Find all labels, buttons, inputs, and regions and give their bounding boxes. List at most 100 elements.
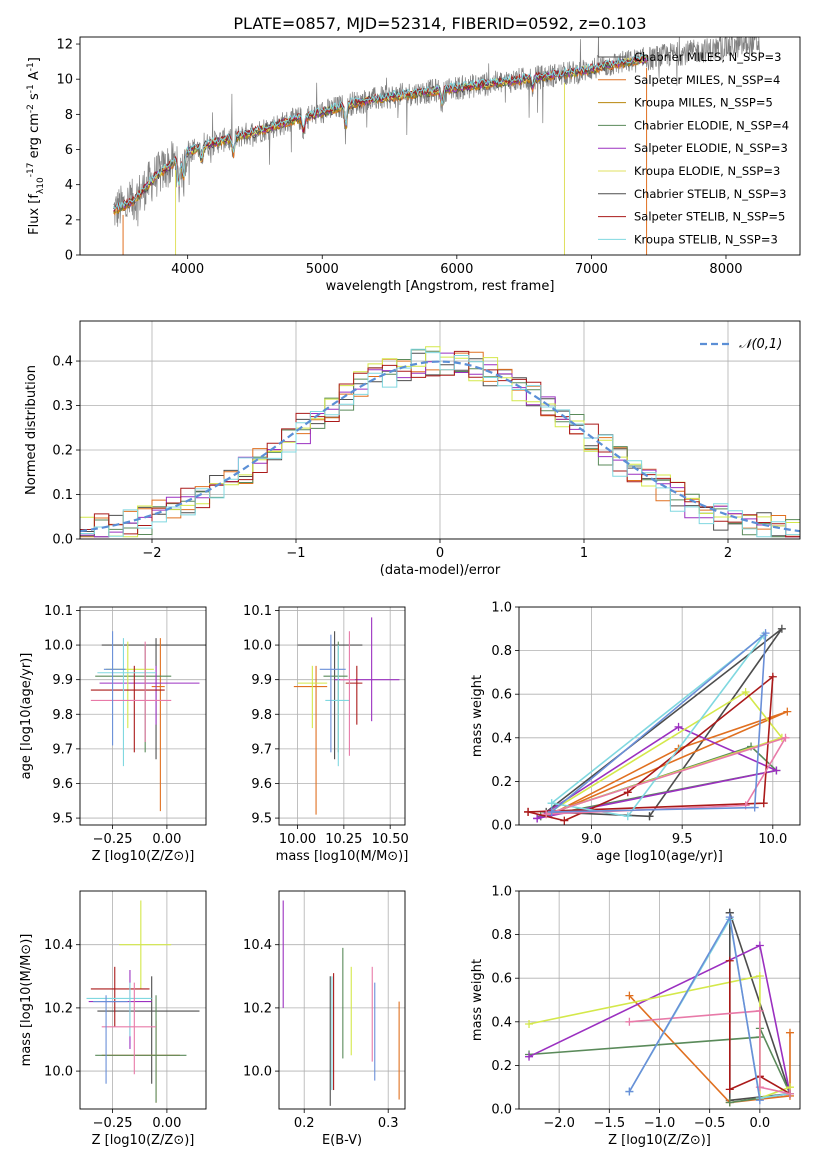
y-tick-label: 9.6	[251, 777, 272, 792]
y-tick-label: 12	[56, 38, 73, 53]
y-tick-label: 8	[65, 108, 73, 123]
chart-spectrum: 4000 5000 6000 7000 8000 0 2 4 6 8 10 12 Chabrier MI…	[26, 36, 801, 294]
errorbar-point	[101, 1020, 180, 1103]
weight-marker	[785, 1028, 794, 1037]
x-axis-label: Z [log10(Z/Z⊙)]	[92, 849, 195, 864]
weight-marker	[755, 1006, 764, 1015]
y-tick-label: 0.3	[52, 399, 73, 414]
weight-line	[536, 725, 780, 820]
legend-label: Chabrier MILES, N_SSP=3	[634, 50, 781, 64]
gaussian-curve	[80, 360, 800, 533]
y-tick-label: 0.2	[491, 775, 512, 790]
weight-marker	[725, 913, 734, 922]
errorbar-point	[95, 995, 187, 1103]
y-tick-label: 9.9	[52, 673, 73, 688]
errorbar-point	[93, 995, 128, 1084]
y-tick-label: 0.6	[491, 688, 512, 703]
y-tick-label: 10.0	[44, 1065, 73, 1080]
axes-frame	[278, 890, 406, 1110]
y-tick-label: 0.8	[491, 928, 512, 943]
weight-marker	[623, 788, 632, 797]
x-axis-label: mass [log10(M/M⊙)]	[276, 849, 409, 864]
errorbar-point	[345, 665, 363, 725]
legend-label: Kroupa ELODIE, N_SSP=3	[634, 164, 780, 178]
plot-area	[279, 891, 405, 1109]
y-axis-label: Flux [fλ10-17 erg cm-2 s-1 A-1]	[26, 57, 46, 235]
x-tick-label: 9.5	[672, 832, 693, 847]
y-tick-label: 1.0	[491, 885, 512, 900]
x-tick-label: 0.00	[152, 832, 181, 847]
weight-marker	[750, 803, 759, 812]
legend-label: 𝒩(0,1)	[739, 337, 782, 352]
errorbar-point	[340, 631, 355, 756]
y-axis-label: mass weight	[470, 675, 485, 757]
errorbar-point	[90, 966, 150, 1027]
x-tick-label: −0.25	[93, 1116, 133, 1131]
x-tick-label: 0.00	[152, 1116, 181, 1131]
weight-series-8	[625, 913, 764, 1105]
weight-marker	[755, 972, 764, 981]
errorbar-point	[151, 638, 165, 812]
y-tick-label: 4	[65, 178, 73, 193]
x-tick-label: −1	[286, 546, 305, 561]
y-tick-label: 0.2	[491, 1059, 512, 1074]
y-tick-label: 0.0	[491, 1103, 512, 1118]
y-tick-label: 2	[65, 213, 73, 228]
y-axis-label: age [log10(age/yr)]	[19, 653, 34, 780]
x-tick-label: 0	[436, 546, 444, 561]
weight-marker	[542, 810, 551, 819]
plot-area	[113, 37, 760, 255]
chart-mass-vs-Z: −0.25 0.00 10.0 10.2 10.4 Z [log10(Z/Z⊙)] mass…	[19, 890, 207, 1148]
x-tick-label: 4000	[171, 262, 204, 277]
plot-area	[80, 607, 206, 825]
y-tick-label: 9.5	[52, 812, 73, 827]
y-tick-label: 0.4	[491, 1015, 512, 1030]
errorbar-point	[90, 641, 172, 742]
y-tick-label: 1.0	[491, 601, 512, 616]
weight-marker	[761, 629, 770, 638]
y-tick-label: 9.5	[251, 812, 272, 827]
weight-marker	[560, 816, 569, 825]
weight-marker	[741, 688, 750, 697]
axes-frame	[79, 890, 207, 1110]
errorbar-point	[97, 638, 157, 767]
x-axis-label: Z [log10(Z/Z⊙)]	[608, 1133, 711, 1148]
axes-frame	[518, 606, 801, 826]
y-tick-label: 0.4	[52, 355, 73, 370]
y-axis-label: Normed distribution	[24, 365, 39, 495]
weight-line	[551, 634, 765, 818]
x-tick-label: −0.5	[694, 1116, 726, 1131]
errorbar-point	[88, 969, 152, 1049]
errorbar-point	[90, 665, 165, 753]
x-axis-label: E(B-V)	[322, 1133, 362, 1148]
weight-marker	[725, 956, 734, 965]
x-tick-label: 7000	[575, 262, 608, 277]
x-tick-label: 0.2	[294, 1116, 315, 1131]
y-tick-label: 9.8	[251, 708, 272, 723]
plot-area	[279, 607, 405, 825]
residual-histogram-6	[80, 348, 800, 538]
weight-marker	[547, 799, 556, 808]
y-tick-label: 0.6	[491, 972, 512, 987]
errorbar-point	[99, 665, 200, 725]
weight-marker	[725, 1085, 734, 1094]
x-tick-label: 10.25	[325, 832, 362, 847]
weight-marker	[783, 707, 792, 716]
weight-marker	[759, 799, 768, 808]
chart-weight-vs-Z: −2.0 −1.5 −1.0 −0.5 0.0 0.0 0.2 0.4 0.6 0.8 1.0 Z […	[470, 885, 801, 1148]
weight-marker	[755, 1096, 764, 1105]
legend: 𝒩(0,1)	[700, 337, 782, 352]
legend-label: Salpeter MILES, N_SSP=4	[634, 73, 780, 87]
chart-mass-vs-EBV: 0.2 0.3 10.0 10.2 10.4 E(B-V)	[243, 890, 406, 1148]
weight-series-5	[524, 672, 777, 825]
errorbar-point	[86, 982, 152, 1037]
errorbar-point	[103, 631, 126, 746]
weight-line	[629, 1010, 791, 1095]
errorbar-point	[101, 638, 206, 760]
y-axis-label: mass [log10(M/M⊙)]	[19, 934, 34, 1067]
x-tick-label: −2.0	[543, 1116, 575, 1131]
weight-line	[551, 631, 767, 813]
y-tick-label: 9.7	[251, 742, 272, 757]
x-axis-label: age [log10(age/yr)]	[596, 849, 723, 864]
y-tick-label: 10.0	[243, 1065, 272, 1080]
